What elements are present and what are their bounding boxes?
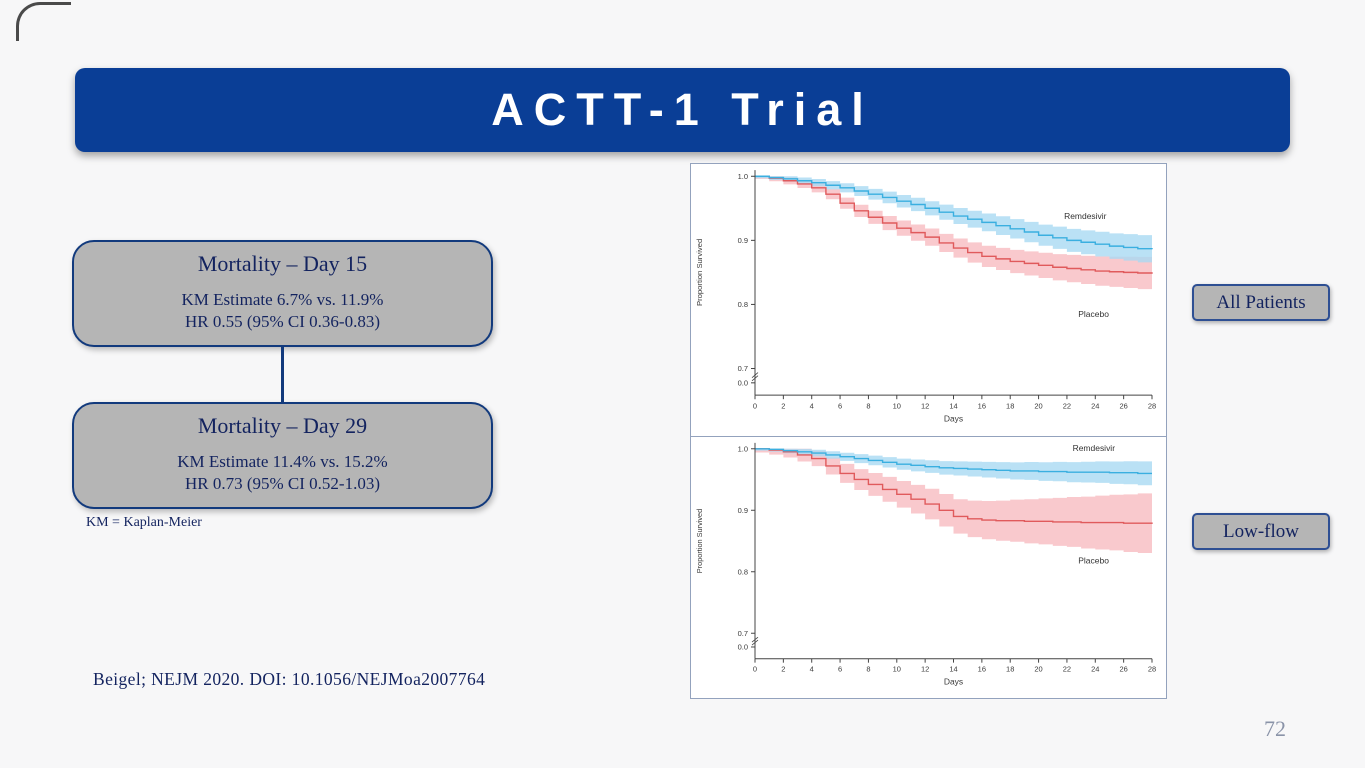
axes	[751, 170, 1153, 400]
box-connector-line	[281, 347, 284, 402]
x-tick-label: 0	[753, 665, 757, 674]
mortality-day15-hazard-ratio: HR 0.55 (95% CI 0.36-0.83)	[184, 312, 380, 332]
x-tick-label: 14	[949, 401, 957, 410]
x-tick-label: 6	[838, 665, 842, 674]
x-tick-label: 8	[866, 665, 870, 674]
citation-text: Beigel; NEJM 2020. DOI: 10.1056/NEJMoa20…	[93, 669, 486, 689]
x-tick-label: 2	[781, 401, 785, 410]
series-group: Placebo Remdesivir	[755, 443, 1153, 566]
mortality-day29-title: Mortality – Day 29	[197, 413, 368, 438]
y-tick-label: 0.8	[738, 567, 748, 576]
label-placebo: Placebo	[1078, 556, 1109, 566]
x-tick-label: 8	[866, 401, 870, 410]
x-tick-label: 26	[1119, 665, 1127, 674]
line-placebo	[755, 448, 1153, 524]
km-panel-all-patients: Placebo Remdesivir 1.0 0.9 0.8 0.7 0.0 0 2 4 6 8 10 1…	[690, 163, 1167, 437]
all-patients-label: All Patients	[1192, 284, 1330, 321]
x-tick-label: 28	[1148, 401, 1156, 410]
y-tick-label: 0.7	[738, 629, 748, 638]
label-placebo: Placebo	[1078, 309, 1109, 319]
x-tick-label: 26	[1119, 401, 1127, 410]
label-remdesivir: Remdesivir	[1064, 211, 1107, 221]
x-tick-label: 6	[838, 401, 842, 410]
mortality-day29-km-estimate: KM Estimate 11.4% vs. 15.2%	[177, 452, 388, 471]
axes	[751, 442, 1153, 663]
x-tick-label: 10	[893, 665, 901, 674]
mortality-day15-title: Mortality – Day 15	[197, 251, 368, 276]
y-tick-zero-label: 0.0	[738, 378, 748, 387]
x-tick-label: 2	[781, 665, 785, 674]
slide-title-banner: ACTT-1 Trial	[75, 68, 1290, 152]
y-axis-title: Proportion Survived	[695, 509, 704, 573]
band-remdesivir	[755, 176, 1152, 264]
y-tick-label: 0.8	[738, 300, 748, 309]
x-tick-label: 22	[1063, 401, 1071, 410]
corner-decoration	[16, 2, 71, 41]
x-tick-label: 12	[921, 665, 929, 674]
x-tick-label: 0	[753, 401, 757, 410]
line-placebo	[755, 175, 1153, 274]
low-flow-label-text: Low-flow	[1223, 520, 1299, 542]
mortality-day29-hazard-ratio: HR 0.73 (95% CI 0.52-1.03)	[184, 474, 380, 494]
x-axis-title: Days	[944, 676, 963, 686]
x-tick-label: 12	[921, 401, 929, 410]
x-tick-label: 24	[1091, 665, 1099, 674]
y-axis-title: Proportion Survived	[695, 239, 704, 306]
x-tick-label: 18	[1006, 401, 1014, 410]
x-tick-label: 4	[810, 401, 814, 410]
y-tick-label: 0.9	[738, 506, 748, 515]
x-tick-label: 22	[1063, 665, 1071, 674]
x-tick-label: 24	[1091, 401, 1099, 410]
all-patients-label-text: All Patients	[1216, 291, 1306, 313]
x-tick-label: 16	[978, 401, 986, 410]
slide-title: ACTT-1 Trial	[491, 84, 874, 135]
km-charts-panel: Placebo Remdesivir 1.0 0.9 0.8 0.7 0.0 0 2 4 6 8 10 1…	[690, 163, 1167, 699]
label-remdesivir: Remdesivir	[1073, 443, 1116, 453]
y-tick-label: 1.0	[738, 444, 748, 453]
x-tick-label: 18	[1006, 665, 1014, 674]
y-tick-label: 0.7	[738, 364, 748, 373]
km-panel-low-flow: Placebo Remdesivir 1.0 0.9 0.8 0.7 0.0 0 2 4 6 8 10 1…	[690, 436, 1167, 699]
line-remdesivir	[755, 448, 1152, 475]
x-tick-label: 16	[978, 665, 986, 674]
y-tick-zero-label: 0.0	[738, 643, 748, 652]
km-abbreviation-footnote: KM = Kaplan-Meier	[86, 515, 202, 530]
x-tick-label: 4	[810, 665, 814, 674]
y-tick-label: 1.0	[738, 172, 748, 181]
x-tick-label: 28	[1148, 665, 1156, 674]
x-tick-label: 14	[949, 665, 957, 674]
line-remdesivir	[755, 175, 1153, 250]
page-number: 72	[1264, 716, 1286, 741]
mortality-day15-box: Mortality – Day 15 KM Estimate 6.7% vs. …	[72, 240, 493, 347]
series-group: Placebo Remdesivir	[755, 175, 1153, 319]
mortality-day15-km-estimate: KM Estimate 6.7% vs. 11.9%	[181, 290, 384, 309]
x-axis-title: Days	[944, 414, 963, 424]
y-tick-label: 0.9	[738, 236, 748, 245]
mortality-day29-box: Mortality – Day 29 KM Estimate 11.4% vs.…	[72, 402, 493, 509]
low-flow-label: Low-flow	[1192, 513, 1330, 550]
x-tick-label: 20	[1034, 401, 1042, 410]
x-tick-label: 20	[1034, 665, 1042, 674]
x-tick-label: 10	[893, 401, 901, 410]
